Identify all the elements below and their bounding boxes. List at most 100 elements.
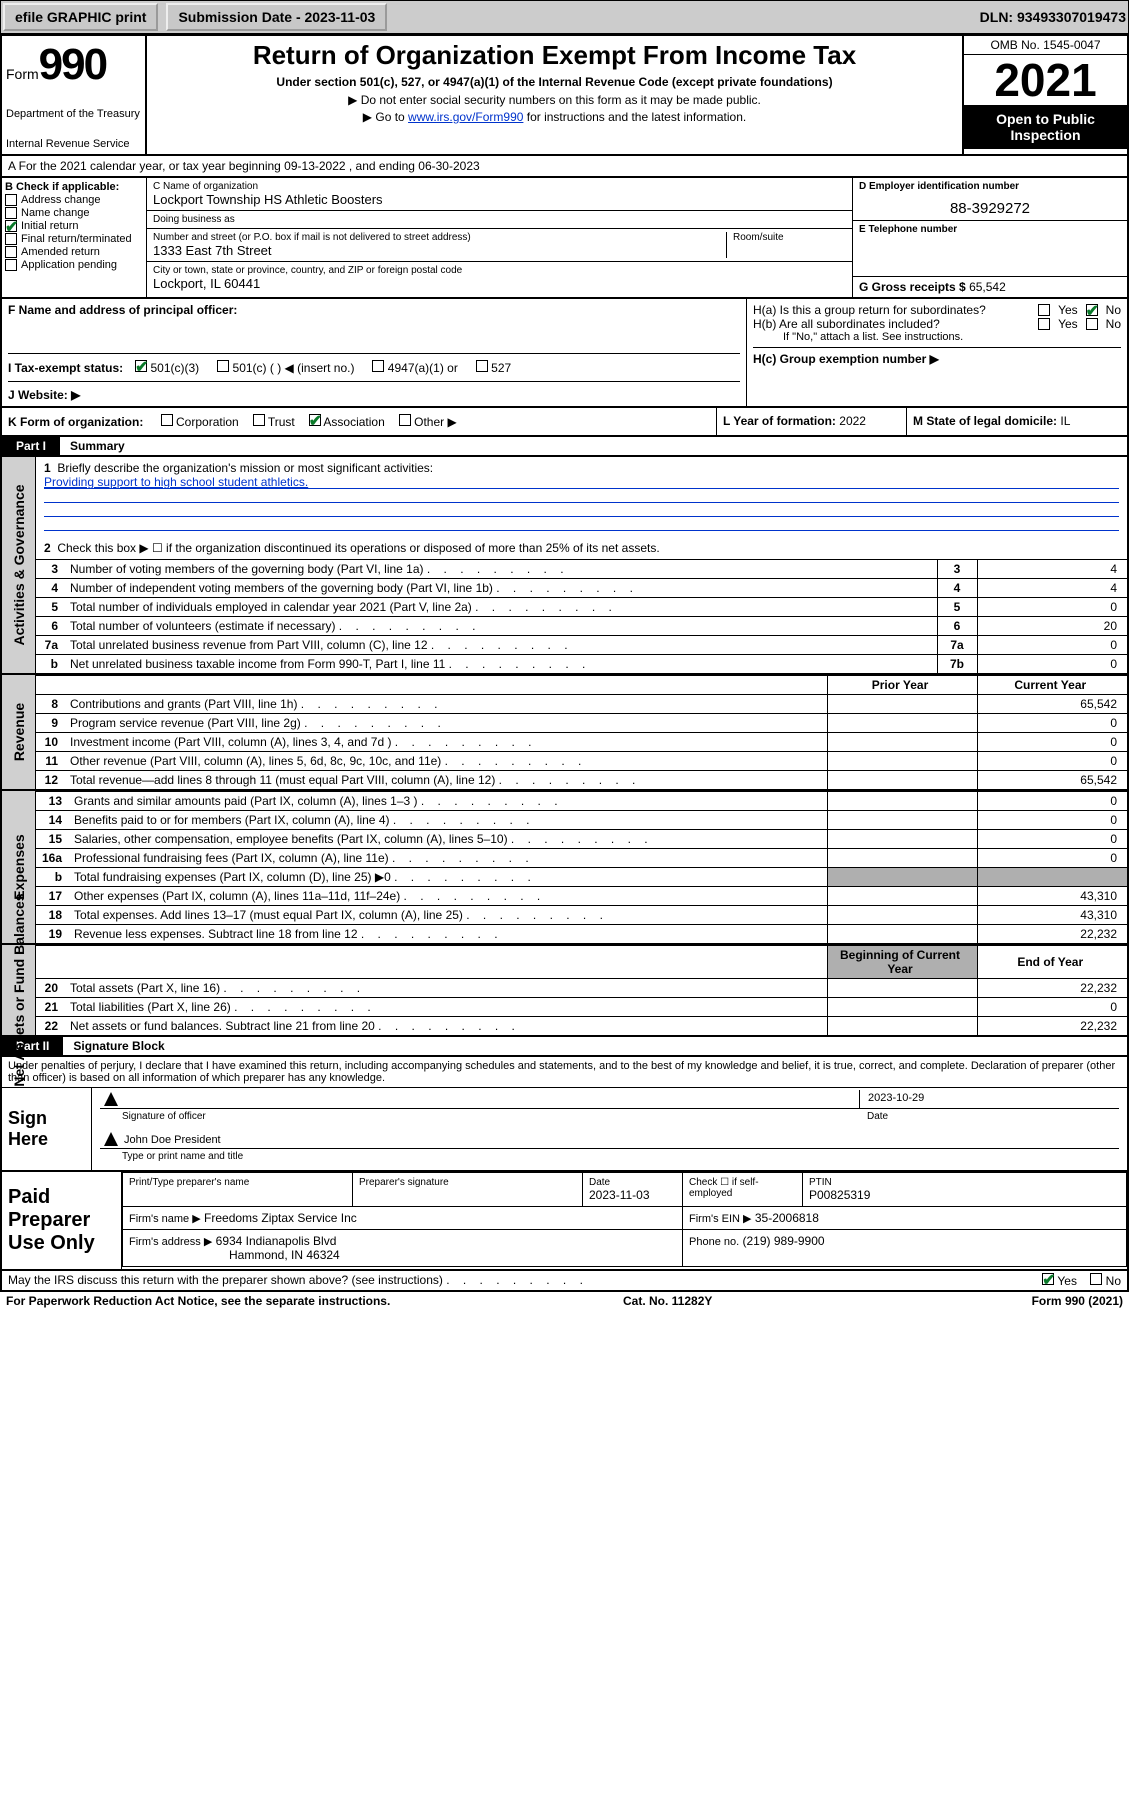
table-row: 21 Total liabilities (Part X, line 26) 0 [36,998,1127,1017]
cat-number: Cat. No. 11282Y [623,1294,923,1308]
b-checkbox-item: Application pending [5,259,143,271]
table-row: 4 Number of independent voting members o… [36,579,1127,598]
part1-header-row: Part I Summary [0,437,1129,457]
i-checkbox[interactable] [135,360,147,372]
ein-value: 88-3929272 [859,200,1121,217]
b-checkbox[interactable] [5,246,17,258]
preparer-header-row: Print/Type preparer's name Preparer's si… [123,1173,1127,1207]
line-text: Investment income (Part VIII, column (A)… [64,733,827,752]
may-no-checkbox[interactable] [1090,1273,1102,1285]
netassets-table: Beginning of Current YearEnd of Year20 T… [36,945,1127,1035]
line-number: 12 [36,771,64,790]
may-yes-checkbox[interactable] [1042,1273,1054,1285]
mission-blank-line [44,517,1119,531]
b-checkbox[interactable] [5,259,17,271]
tax-year-line: A For the 2021 calendar year, or tax yea… [0,156,1129,178]
line-text: Total number of volunteers (estimate if … [64,617,937,636]
line-number: 4 [36,579,64,598]
i-checkbox[interactable] [476,360,488,372]
table-row: 10 Investment income (Part VIII, column … [36,733,1127,752]
prior-value [827,733,977,752]
paperwork-notice: For Paperwork Reduction Act Notice, see … [6,1294,623,1308]
hb-yes-checkbox[interactable] [1038,318,1050,330]
line-number: 19 [36,925,68,944]
firm-addr1: 6934 Indianapolis Blvd [216,1234,337,1248]
prep-date-header: Date [589,1177,676,1188]
checkbox-column-b: B Check if applicable: Address changeNam… [2,178,147,297]
ein-label: D Employer identification number [859,181,1121,192]
return-title: Return of Organization Exempt From Incom… [151,40,958,71]
line-text: Contributions and grants (Part VIII, lin… [64,695,827,714]
line-number: 3 [36,560,64,579]
hb-no-checkbox[interactable] [1086,318,1098,330]
k-checkbox[interactable] [161,414,173,426]
firm-ein-label: Firm's EIN ▶ [689,1213,752,1225]
line-number: 9 [36,714,64,733]
k-checkbox[interactable] [253,414,265,426]
gross-cell: G Gross receipts $ 65,542 [853,277,1127,297]
omb-number: OMB No. 1545-0047 [964,36,1127,55]
current-value: 65,542 [977,695,1127,714]
current-value: 0 [977,830,1127,849]
may-irs-text: May the IRS discuss this return with the… [8,1273,443,1287]
current-value: 0 [977,998,1127,1017]
i-checkbox[interactable] [372,360,384,372]
prep-sig-header: Preparer's signature [359,1177,576,1188]
line-text: Total expenses. Add lines 13–17 (must eq… [68,906,827,925]
b-checkbox[interactable] [5,220,17,232]
k-label: K Form of organization: [8,415,143,429]
mission-blank-line [44,503,1119,517]
k-checkbox[interactable] [309,414,321,426]
table-row: 20 Total assets (Part X, line 16) 22,232 [36,979,1127,998]
line-number: 14 [36,811,68,830]
org-name-cell: C Name of organization Lockport Township… [147,178,852,211]
table-row: 12 Total revenue—add lines 8 through 11 … [36,771,1127,790]
firm-ein-value: 35-2006818 [755,1211,819,1225]
prep-ptin-header: PTIN [809,1177,1120,1188]
netassets-section: Net Assets or Fund Balances Beginning of… [0,945,1129,1037]
part1-title: Summary [60,437,135,455]
current-value: 43,310 [977,887,1127,906]
mission-blank-line [44,489,1119,503]
may-yes-label: Yes [1057,1274,1077,1288]
declaration-text: Under penalties of perjury, I declare th… [2,1057,1127,1087]
line-number: b [36,868,68,887]
b-checkbox[interactable] [5,233,17,245]
b-checkbox-label: Initial return [21,220,78,232]
i-checkbox[interactable] [217,360,229,372]
b-checkbox-item: Amended return [5,246,143,258]
line-text: Net assets or fund balances. Subtract li… [64,1017,827,1036]
ha-no-checkbox[interactable] [1086,304,1098,316]
firm-name-label: Firm's name ▶ [129,1213,201,1225]
m-cell: M State of legal domicile: IL [907,408,1127,435]
current-value: 22,232 [977,979,1127,998]
ha-label: H(a) Is this a group return for subordin… [753,303,1030,317]
k-opt-label: Association [323,415,384,429]
irs-form990-link[interactable]: www.irs.gov/Form990 [408,110,523,124]
line-box: 6 [937,617,977,636]
k-checkbox[interactable] [399,414,411,426]
city-label: City or town, state or province, country… [153,265,846,276]
b-checkbox[interactable] [5,194,17,206]
table-row: 6 Total number of volunteers (estimate i… [36,617,1127,636]
efile-print-button[interactable]: efile GRAPHIC print [3,3,158,31]
line-text: Program service revenue (Part VIII, line… [64,714,827,733]
page-footer: For Paperwork Reduction Act Notice, see … [0,1292,1129,1310]
line-number: 18 [36,906,68,925]
revenue-strip-label: Revenue [11,703,27,761]
prep-date-value: 2023-11-03 [589,1188,676,1202]
prep-ptin-value: P00825319 [809,1188,1120,1202]
m-value: IL [1060,414,1070,428]
form-header: Form990 Department of the Treasury Inter… [0,34,1129,156]
dept-treasury: Department of the Treasury [6,108,141,120]
prep-selfemp-header: Check ☐ if self-employed [683,1173,803,1207]
ha-yes-checkbox[interactable] [1038,304,1050,316]
line-value: 0 [977,655,1127,674]
b-checkbox-label: Final return/terminated [21,233,132,245]
prior-value [827,714,977,733]
prior-value [827,868,977,887]
table-row: 3 Number of voting members of the govern… [36,560,1127,579]
line-number: 17 [36,887,68,906]
b-checkbox-label: Name change [21,207,90,219]
i-opt-label: 4947(a)(1) or [388,361,458,375]
